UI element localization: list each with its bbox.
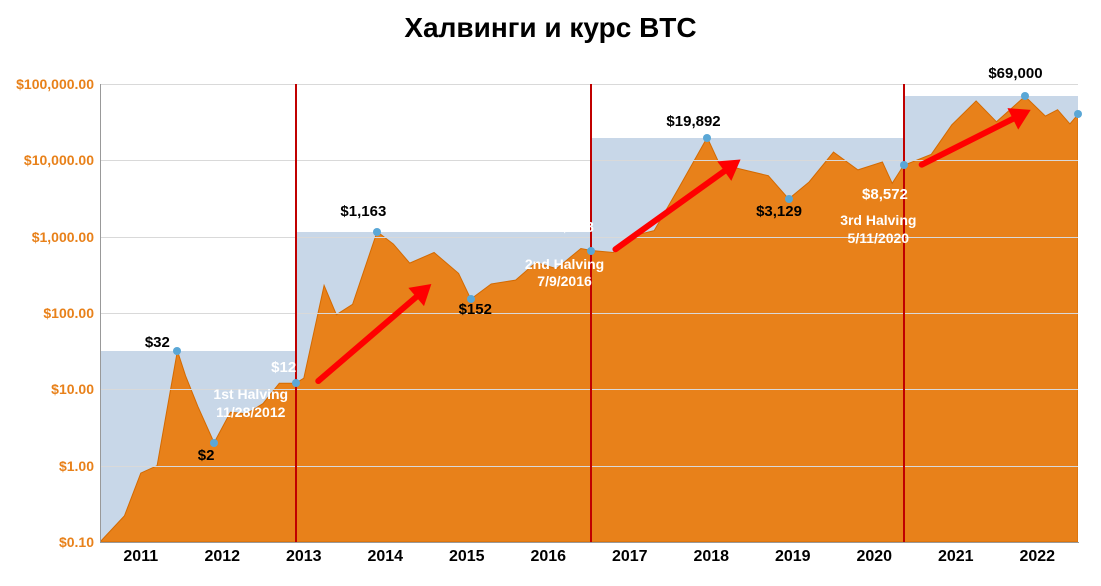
- price-label: $3,129: [756, 203, 802, 220]
- x-axis-label: 2016: [530, 542, 566, 566]
- price-label: $2: [198, 447, 215, 464]
- halving-label: 1st Halving11/28/2012: [213, 386, 288, 421]
- halving-label: 2nd Halving7/9/2016: [525, 256, 604, 291]
- y-axis-label: $100.00: [43, 305, 100, 321]
- y-axis-label: $10,000.00: [24, 152, 100, 168]
- price-marker: [587, 247, 595, 255]
- price-marker: [373, 228, 381, 236]
- price-label: $1,163: [340, 203, 386, 220]
- halving-label: 3rd Halving5/11/2020: [840, 212, 916, 247]
- x-axis-label: 2015: [449, 542, 485, 566]
- x-axis-label: 2012: [204, 542, 240, 566]
- btc-halving-chart: $0.10 $1.00 $10.00 $100.00 $1,000.00 $10,000.…: [0, 0, 1101, 586]
- price-marker: [703, 134, 711, 142]
- x-axis-label: 2011: [123, 542, 158, 566]
- x-axis-label: 2022: [1019, 542, 1055, 566]
- price-marker: [785, 195, 793, 203]
- x-axis-label: 2019: [775, 542, 811, 566]
- price-label: $8,572: [862, 186, 908, 203]
- price-label: $69,000: [988, 65, 1042, 82]
- y-axis-label: $1,000.00: [32, 229, 100, 245]
- x-axis-label: 2018: [693, 542, 729, 566]
- x-axis-label: 2013: [286, 542, 322, 566]
- price-marker: [210, 439, 218, 447]
- price-marker: [1074, 110, 1082, 118]
- x-axis-label: 2021: [938, 542, 974, 566]
- y-axis-label: $1.00: [59, 458, 100, 474]
- price-marker: [292, 379, 300, 387]
- price-label: $152: [459, 301, 492, 318]
- price-marker: [900, 161, 908, 169]
- x-axis-label: 2017: [612, 542, 648, 566]
- price-marker: [173, 347, 181, 355]
- price-label: $32: [145, 334, 170, 351]
- y-axis-label: $100,000.00: [16, 76, 100, 92]
- price-label: $19,892: [666, 113, 720, 130]
- x-axis-label: 2020: [856, 542, 892, 566]
- axes: [100, 84, 1079, 543]
- price-label: $12: [271, 359, 296, 376]
- price-label: $658: [560, 219, 593, 236]
- y-axis-label: $10.00: [51, 381, 100, 397]
- y-axis-label: $0.10: [59, 534, 100, 550]
- x-axis-label: 2014: [367, 542, 403, 566]
- plot-area: $0.10$1.00$10.00$100.00$1,000.00$10,000.…: [100, 84, 1078, 542]
